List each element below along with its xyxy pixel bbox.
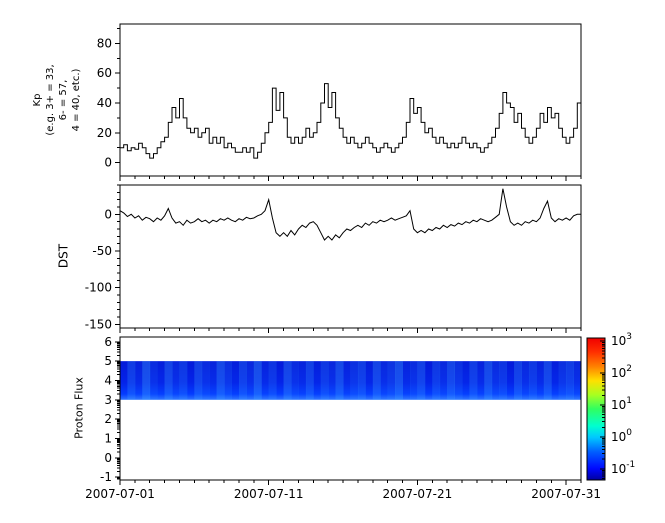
x-tick-label: 2007-07-11 [234, 487, 304, 501]
y-tick-label: 6 [104, 335, 112, 349]
kp-panel-frame [119, 23, 582, 177]
proton-flux-band [120, 361, 581, 400]
y-tick-label: 0 [104, 451, 112, 465]
proton-flux-streak [127, 361, 136, 400]
proton-flux-streak [558, 361, 567, 400]
y-tick-label: 5 [104, 354, 112, 368]
proton-flux-streak [298, 361, 307, 400]
proton-flux-streak [543, 361, 552, 400]
proton-flux-streak [261, 361, 270, 400]
proton-flux-streak [283, 361, 292, 400]
proton-flux-streak [305, 361, 314, 400]
colorbar-tick-label: 101 [611, 396, 632, 412]
proton-flux-streak [320, 361, 329, 400]
proton-flux-streak [157, 361, 166, 400]
proton-flux-streak [179, 361, 188, 400]
proton-flux-streak [536, 361, 545, 400]
proton-flux-streak [417, 361, 426, 400]
proton-flux-streak [432, 361, 441, 400]
proton-flux-streak [172, 361, 180, 400]
proton-flux-streak [164, 361, 173, 400]
y-tick-label: 0 [104, 156, 112, 170]
x-tick-label: 2007-07-21 [383, 487, 453, 501]
y-tick-label: 4 [104, 373, 112, 387]
y-tick-label: -100 [85, 281, 112, 295]
proton-flux-streak [469, 361, 478, 400]
colorbar-tick-label: 102 [611, 364, 632, 380]
y-tick-label: 40 [97, 96, 112, 110]
proton-flux-streak [521, 361, 530, 400]
y-tick-label: 20 [97, 126, 112, 140]
y-tick-label: -1 [100, 470, 112, 484]
colorbar-tick-label: 100 [611, 428, 632, 444]
proton-flux-streak [186, 361, 195, 400]
proton-flux-streak [551, 361, 560, 400]
proton-flux-streak [120, 361, 128, 400]
kp-line [120, 83, 581, 159]
y-tick-label: -50 [92, 244, 112, 258]
proton-flux-streak [447, 361, 455, 400]
proton-flux-streak [514, 361, 522, 400]
proton-flux-streak [528, 361, 537, 400]
proton-flux-streak [201, 361, 210, 400]
proton-flux-streak [484, 361, 493, 400]
proton-flux-streak [335, 361, 344, 400]
proton-flux-streak [357, 361, 366, 400]
proton-flux-streak [499, 361, 508, 400]
dst-line [119, 188, 581, 241]
proton-flux-streak [395, 361, 403, 400]
proton-flux-streak [476, 361, 485, 400]
proton-flux-streak [246, 361, 255, 400]
proton-flux-streak [134, 361, 143, 400]
y-tick-label: 80 [97, 36, 112, 50]
proton-flux-streak [506, 361, 515, 400]
proton-flux-streak [231, 361, 240, 400]
proton-flux-streak [380, 361, 389, 400]
proton-flux-streak [291, 361, 299, 400]
y-tick-label: -150 [85, 317, 112, 331]
proton-flux-streak [402, 361, 411, 400]
dst-panel-frame [119, 184, 582, 329]
y-tick-label: 1 [104, 431, 112, 445]
proton-flux-streak [350, 361, 359, 400]
proton-flux-streak [238, 361, 247, 400]
proton-flux-streak [149, 361, 158, 400]
proton-flux-streak [343, 361, 351, 400]
proton-flux-streak [454, 361, 463, 400]
proton-flux-streak [313, 361, 322, 400]
proton-flux-streak [194, 361, 203, 400]
colorbar-tick-label: 10-1 [611, 460, 635, 476]
proton-flux-streak [491, 361, 500, 400]
proton-flux-streak [328, 361, 337, 400]
proton-flux-streak [216, 361, 225, 400]
y-tick-label: 60 [97, 66, 112, 80]
proton-flux-streak [276, 361, 284, 400]
proton-flux-streak [439, 361, 448, 400]
proton-flux-streak [372, 361, 381, 400]
y-tick-label: 0 [104, 207, 112, 221]
proton-flux-streak [209, 361, 218, 400]
colorbar-gradient [587, 338, 605, 480]
proton-panel-frame [119, 336, 582, 481]
y-tick-label: 3 [104, 393, 112, 407]
proton-flux-streak [268, 361, 277, 400]
proton-flux-streak [424, 361, 433, 400]
x-tick-label: 2007-07-01 [85, 487, 155, 501]
proton-flux-streak [224, 361, 232, 400]
proton-flux-streak [365, 361, 374, 400]
colorbar-frame [586, 337, 606, 481]
proton-flux-streak [253, 361, 262, 400]
proton-flux-streak [142, 361, 151, 400]
proton-flux-streak [409, 361, 418, 400]
proton-flux-streak [387, 361, 396, 400]
colorbar-tick-label: 103 [611, 332, 632, 348]
proton-flux-streak [566, 361, 574, 400]
y-tick-label: 2 [104, 412, 112, 426]
x-tick-label: 2007-07-31 [531, 487, 601, 501]
proton-flux-streak [462, 361, 470, 400]
proton-flux-streak [573, 361, 582, 400]
